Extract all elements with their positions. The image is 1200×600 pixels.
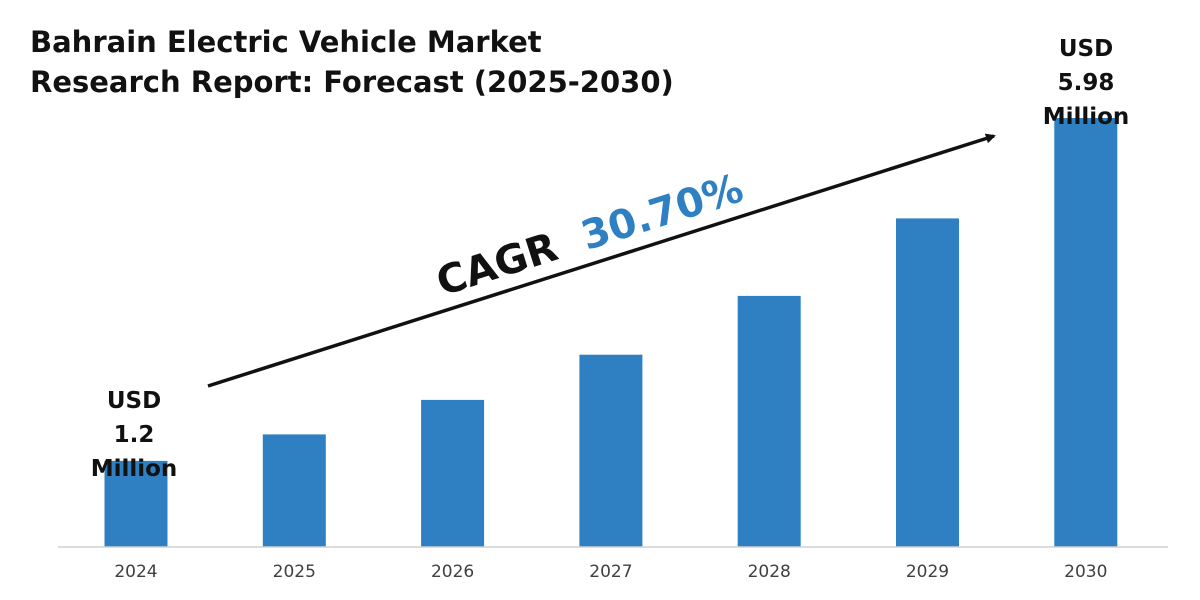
bar-2027 bbox=[579, 354, 643, 547]
bar-2026 bbox=[421, 399, 485, 547]
start-label-line-2: 1.2 bbox=[114, 422, 155, 448]
start-value-label: USD 1.2 Million bbox=[91, 388, 178, 482]
bar-2024 bbox=[104, 460, 168, 547]
chart-title-line-1: Bahrain Electric Vehicle Market bbox=[30, 25, 542, 59]
cagr-label: CAGR 30.70% bbox=[431, 165, 749, 305]
x-tick-label-2024: 2024 bbox=[114, 562, 157, 582]
bar-2029 bbox=[896, 218, 959, 547]
x-tick-label-2026: 2026 bbox=[431, 562, 474, 582]
bar-2030 bbox=[1054, 118, 1118, 547]
growth-arrow bbox=[207, 133, 996, 388]
end-label-line-2: 5.98 bbox=[1058, 70, 1115, 96]
end-label-line-1: USD bbox=[1059, 36, 1113, 62]
x-tick-labels: 2024 2025 2026 2027 2028 2029 2030 bbox=[114, 562, 1107, 582]
bar-2028 bbox=[737, 295, 801, 547]
chart-title-line-2: Research Report: Forecast (2025-2030) bbox=[30, 65, 674, 99]
x-tick-label-2030: 2030 bbox=[1064, 562, 1107, 582]
x-tick-label-2027: 2027 bbox=[589, 562, 632, 582]
chart-title: Bahrain Electric Vehicle Market Research… bbox=[30, 22, 674, 102]
end-value-label: USD 5.98 Million bbox=[1043, 36, 1130, 130]
x-tick-label-2028: 2028 bbox=[748, 562, 791, 582]
x-tick-label-2029: 2029 bbox=[906, 562, 949, 582]
start-label-line-1: USD bbox=[107, 388, 161, 414]
x-tick-label-2025: 2025 bbox=[273, 562, 316, 582]
cagr-value: 30.70% bbox=[576, 165, 749, 259]
bar-2025 bbox=[262, 434, 326, 547]
start-label-line-3: Million bbox=[91, 456, 178, 482]
bar-group bbox=[104, 118, 1118, 547]
end-label-line-3: Million bbox=[1043, 104, 1130, 130]
